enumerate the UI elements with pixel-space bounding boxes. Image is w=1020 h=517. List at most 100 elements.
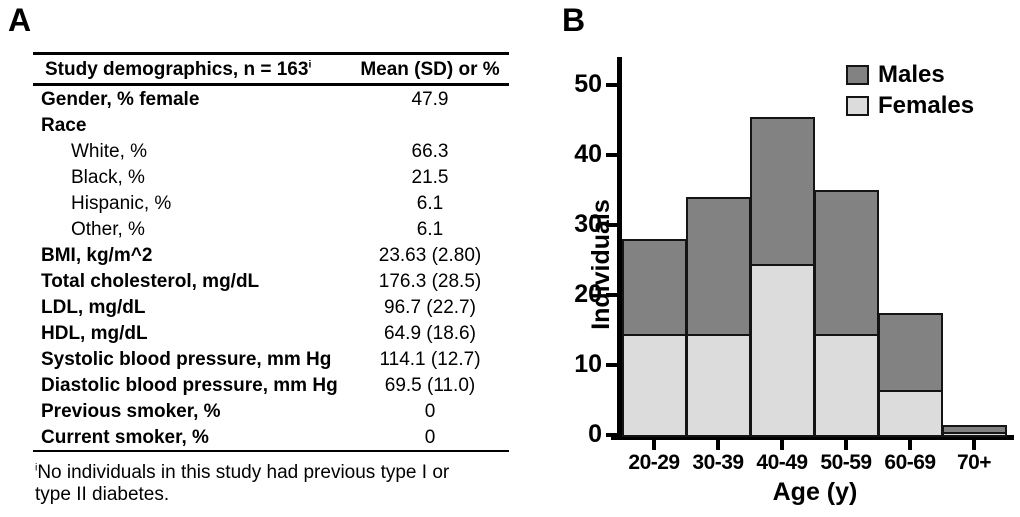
row-value [351,112,509,138]
table-row: Race [33,112,509,138]
y-tick-label: 30 [574,210,602,238]
table-row: Diastolic blood pressure, mm Hg 69.5 (11.… [33,372,509,398]
x-tick-label: 70+ [956,451,992,474]
y-tick-label: 20 [574,280,602,308]
table-header-demographics-text: Study demographics, n = 163 [45,59,309,80]
table-row: Systolic blood pressure, mm Hg 114.1 (12.… [33,346,509,372]
bar-segment-females [814,333,879,437]
y-tick-mark [606,83,617,87]
footnote-superscript: i [35,462,38,474]
table-header-demographics: Study demographics, n = 163i [33,54,351,85]
bar-segment-females [686,333,751,437]
legend-entry: Females [846,94,974,118]
bar-segment-females [622,333,687,437]
x-tick-mark [780,440,784,450]
row-value: 66.3 [411,140,449,162]
x-tick-label: 20-29 [628,451,680,474]
demographics-table: Study demographics, n = 163i Mean (SD) o… [33,52,509,452]
legend-label-females: Females [878,92,975,119]
bar-segment-males [750,116,815,266]
x-axis-title: Age (y) [772,478,858,506]
table-row: Black, % 21.5 [33,164,509,190]
legend-label-males: Males [878,61,945,88]
demographics-table-body: Gender, % female 47.9 Race White, % 66.3 Blac… [33,85,509,451]
table-row: HDL, mg/dL 64.9 (18.6) [33,320,509,346]
row-label: Total cholesterol, mg/dL [41,270,260,292]
table-row: Total cholesterol, mg/dL 176.3 (28.5) [33,268,509,294]
table-row: Other, % 6.1 [33,216,509,242]
row-value: 96.7 (22.7) [384,296,476,318]
row-value: 114.1 (12.7) [379,348,481,370]
table-row: BMI, kg/m^2 23.63 (2.80) [33,242,509,268]
row-label: LDL, mg/dL [41,296,146,318]
row-value: 69.5 (11.0) [384,374,476,396]
bar-segment-males [622,239,687,336]
table-row: Gender, % female 47.9 [33,85,509,113]
chart-legend: Males Females [846,63,974,125]
table-row: White, % 66.3 [33,138,509,164]
legend-swatch-males [846,65,869,85]
header-superscript: i [308,59,312,71]
bar-segment-males [814,190,879,336]
row-label: BMI, kg/m^2 [41,244,153,266]
row-value: 6.1 [416,218,444,240]
panel-b-label: B [562,2,586,38]
table-row: Previous smoker, % 0 [33,398,509,424]
row-label: White, % [71,140,148,162]
table-row: Hispanic, % 6.1 [33,190,509,216]
bar-segment-males [942,424,1007,434]
row-label: Previous smoker, % [41,400,221,422]
bar-segment-females [750,263,815,437]
row-value: 0 [424,426,436,448]
x-tick-label: 40-49 [756,451,808,474]
x-tick-mark [972,440,976,450]
legend-entry: Males [846,63,974,87]
x-axis-line [611,435,1014,440]
x-tick-label: 50-59 [820,451,872,474]
x-tick-label: 60-69 [884,451,936,474]
x-tick-mark [652,440,656,450]
y-tick-mark [606,223,617,227]
row-value: 6.1 [416,192,444,214]
table-footnote: iNo individuals in this study had previo… [35,462,505,506]
legend-swatch-females [846,96,869,116]
table-header-row: Study demographics, n = 163i Mean (SD) o… [33,53,509,85]
row-value: 23.63 (2.80) [378,244,482,266]
y-tick-label: 10 [574,350,602,378]
row-value: 64.9 (18.6) [384,322,476,344]
y-tick-mark [606,433,617,437]
row-value: 47.9 [411,88,449,110]
bar-segment-males [686,197,751,336]
panel-a-label: A [8,2,32,38]
x-tick-mark [908,440,912,450]
footnote-line-2: type II diabetes. [35,484,170,505]
y-tick-label: 0 [588,420,602,448]
row-label: Other, % [71,218,145,240]
row-label: HDL, mg/dL [41,322,148,344]
row-label: Race [41,114,87,136]
x-tick-mark [844,440,848,450]
row-label: Hispanic, % [71,192,172,214]
table-row: LDL, mg/dL 96.7 (22.7) [33,294,509,320]
table-header-mean-sd: Mean (SD) or % [360,59,500,80]
row-label: Gender, % female [41,88,200,110]
x-tick-mark [716,440,720,450]
bar-segment-males [878,312,943,392]
bar-segment-females [878,389,943,437]
y-tick-label: 40 [574,140,602,168]
row-label: Current smoker, % [41,426,209,448]
y-tick-label: 50 [574,70,602,98]
row-label: Diastolic blood pressure, mm Hg [41,374,338,396]
x-tick-label: 30-39 [692,451,744,474]
y-tick-mark [606,153,617,157]
footnote-line-1: No individuals in this study had previou… [37,462,450,483]
table-row: Current smoker, % 0 [33,424,509,451]
row-value: 0 [424,400,436,422]
y-tick-mark [606,363,617,367]
row-label: Systolic blood pressure, mm Hg [41,348,332,370]
row-label: Black, % [71,166,145,188]
y-tick-mark [606,293,617,297]
y-axis-line [617,57,622,440]
row-value: 21.5 [411,166,449,188]
